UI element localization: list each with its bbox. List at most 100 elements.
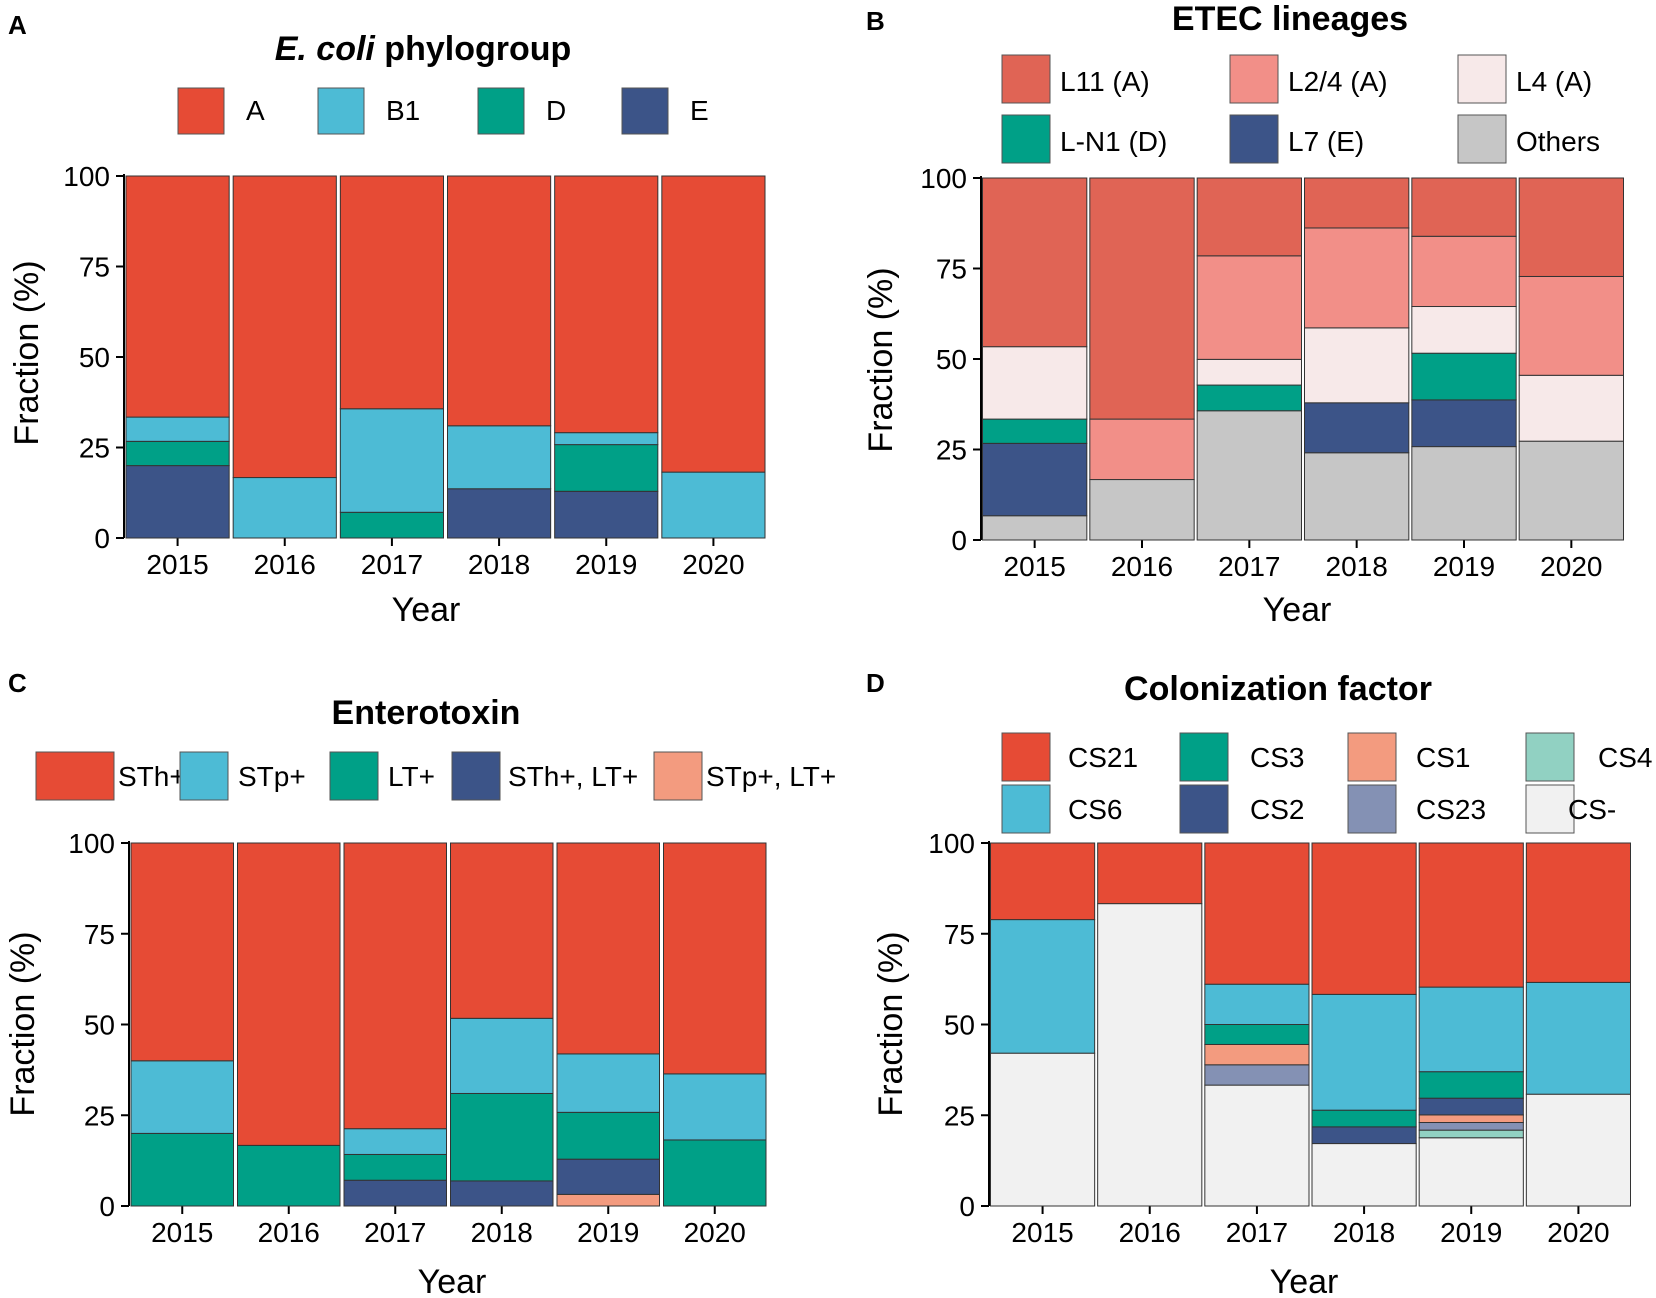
bar-segment xyxy=(1204,1064,1310,1086)
legend-swatch xyxy=(1229,114,1279,164)
bar-segment xyxy=(1204,1084,1310,1207)
x-tick-label: 2019 xyxy=(577,1217,639,1248)
bar-segment xyxy=(1304,227,1410,329)
bar-segment xyxy=(450,1017,554,1094)
bar-segment xyxy=(1196,358,1302,386)
bar-segment xyxy=(1525,842,1632,983)
x-tick-label: 2020 xyxy=(684,1217,746,1248)
legend-swatch xyxy=(177,87,225,135)
bar-segment xyxy=(1418,1129,1524,1139)
bar-segment xyxy=(556,842,660,1055)
legend-label: CS6 xyxy=(1068,794,1122,825)
legend-label: D xyxy=(546,95,566,126)
legend-label: L4 (A) xyxy=(1516,66,1592,97)
legend-label: B1 xyxy=(386,95,420,126)
legend-swatch xyxy=(179,751,229,801)
panel-letter: A xyxy=(8,10,27,40)
bar-segment xyxy=(1411,399,1517,448)
y-axis-title: Fraction (%) xyxy=(8,260,46,445)
panel-title: Enterotoxin xyxy=(332,694,521,732)
bar-segment xyxy=(1304,402,1410,454)
x-tick-label: 2019 xyxy=(575,549,637,580)
x-tick-label: 2018 xyxy=(468,549,530,580)
bar-segment xyxy=(1311,993,1417,1111)
y-tick-label: 50 xyxy=(944,1010,975,1041)
bar-segment xyxy=(130,842,234,1062)
axes: 0 25 50 75 100 2015 2016 2017 2018 2019 2020 xyxy=(928,828,1609,1248)
legend-label: L11 (A) xyxy=(1060,66,1150,97)
panel-letter: D xyxy=(866,668,885,698)
bar-segment xyxy=(450,1092,554,1182)
bar-segment xyxy=(1518,177,1624,277)
legend-swatch xyxy=(1457,114,1507,164)
legend-label: CS4 xyxy=(1598,742,1652,773)
bar-segment xyxy=(447,488,552,539)
legend-label: CS- xyxy=(1568,794,1616,825)
bar-segment xyxy=(125,465,230,539)
bar-segment xyxy=(661,471,766,539)
x-axis-title: Year xyxy=(392,591,461,629)
title-rest-part: phylogroup xyxy=(375,30,571,68)
y-tick-label: 0 xyxy=(951,525,967,556)
legend-label: STh+ xyxy=(118,761,186,792)
legend-label: STp+ xyxy=(238,761,306,792)
legend-label: CS3 xyxy=(1250,742,1304,773)
bar-segment xyxy=(450,1180,554,1207)
bar-segment xyxy=(1518,275,1624,376)
y-tick-label: 0 xyxy=(94,523,110,554)
bar-segment xyxy=(982,442,1088,517)
bar-segment xyxy=(339,175,445,410)
bar-segment xyxy=(1196,255,1302,360)
bar-segment xyxy=(125,416,230,442)
panel-a: A E. coli phylogroup A B1 D E 0 25 50 75 100 2015 20… xyxy=(8,10,766,629)
legend-label: L7 (E) xyxy=(1288,126,1364,157)
bar-segment xyxy=(1411,235,1517,308)
bar-segment xyxy=(1418,1122,1524,1131)
bar-segment xyxy=(556,1111,660,1160)
y-axis-title: Fraction (%) xyxy=(4,931,42,1116)
y-tick-label: 75 xyxy=(84,919,115,950)
bar-segment xyxy=(1411,352,1517,401)
x-tick-label: 2016 xyxy=(258,1217,320,1248)
bars xyxy=(130,842,767,1207)
bar-segment xyxy=(343,842,447,1130)
bar-segment xyxy=(1418,1137,1524,1207)
y-tick-label: 100 xyxy=(920,163,967,194)
y-tick-label: 25 xyxy=(936,435,967,466)
bar-segment xyxy=(1196,410,1302,541)
bar-segment xyxy=(982,346,1088,420)
y-tick-label: 100 xyxy=(928,828,975,859)
legend: A B1 D E xyxy=(177,87,709,135)
panel-title: Colonization factor xyxy=(1124,670,1432,708)
bar-segment xyxy=(1196,384,1302,412)
bar-segment xyxy=(1097,842,1203,905)
x-tick-label: 2019 xyxy=(1440,1217,1502,1248)
x-tick-label: 2016 xyxy=(1111,551,1173,582)
y-tick-label: 75 xyxy=(944,919,975,950)
legend-swatch xyxy=(1001,732,1051,782)
bars xyxy=(982,177,1624,541)
y-axis-title: Fraction (%) xyxy=(862,267,900,452)
legend-swatch xyxy=(1001,54,1051,104)
legend-label: L-N1 (D) xyxy=(1060,126,1167,157)
legend-label: L2/4 (A) xyxy=(1288,66,1388,97)
legend-swatch xyxy=(477,87,525,135)
bar-segment xyxy=(1518,440,1624,541)
bar-segment xyxy=(663,1139,767,1207)
bar-segment xyxy=(982,177,1088,348)
legend-label: A xyxy=(246,95,265,126)
axes: 0 25 50 75 100 2015 2016 2017 2018 2019 2020 xyxy=(920,163,1602,582)
x-tick-label: 2020 xyxy=(682,549,744,580)
bar-segment xyxy=(232,175,337,479)
y-axis-title: Fraction (%) xyxy=(872,931,910,1116)
bar-segment xyxy=(1418,1071,1524,1099)
legend-label: CS21 xyxy=(1068,742,1138,773)
bar-segment xyxy=(1411,306,1517,354)
bar-segment xyxy=(1304,177,1410,229)
legend-swatch xyxy=(329,751,379,801)
x-axis-title: Year xyxy=(1270,1263,1339,1298)
bar-segment xyxy=(554,490,659,539)
x-tick-label: 2018 xyxy=(1333,1217,1395,1248)
bar-segment xyxy=(343,1128,447,1155)
